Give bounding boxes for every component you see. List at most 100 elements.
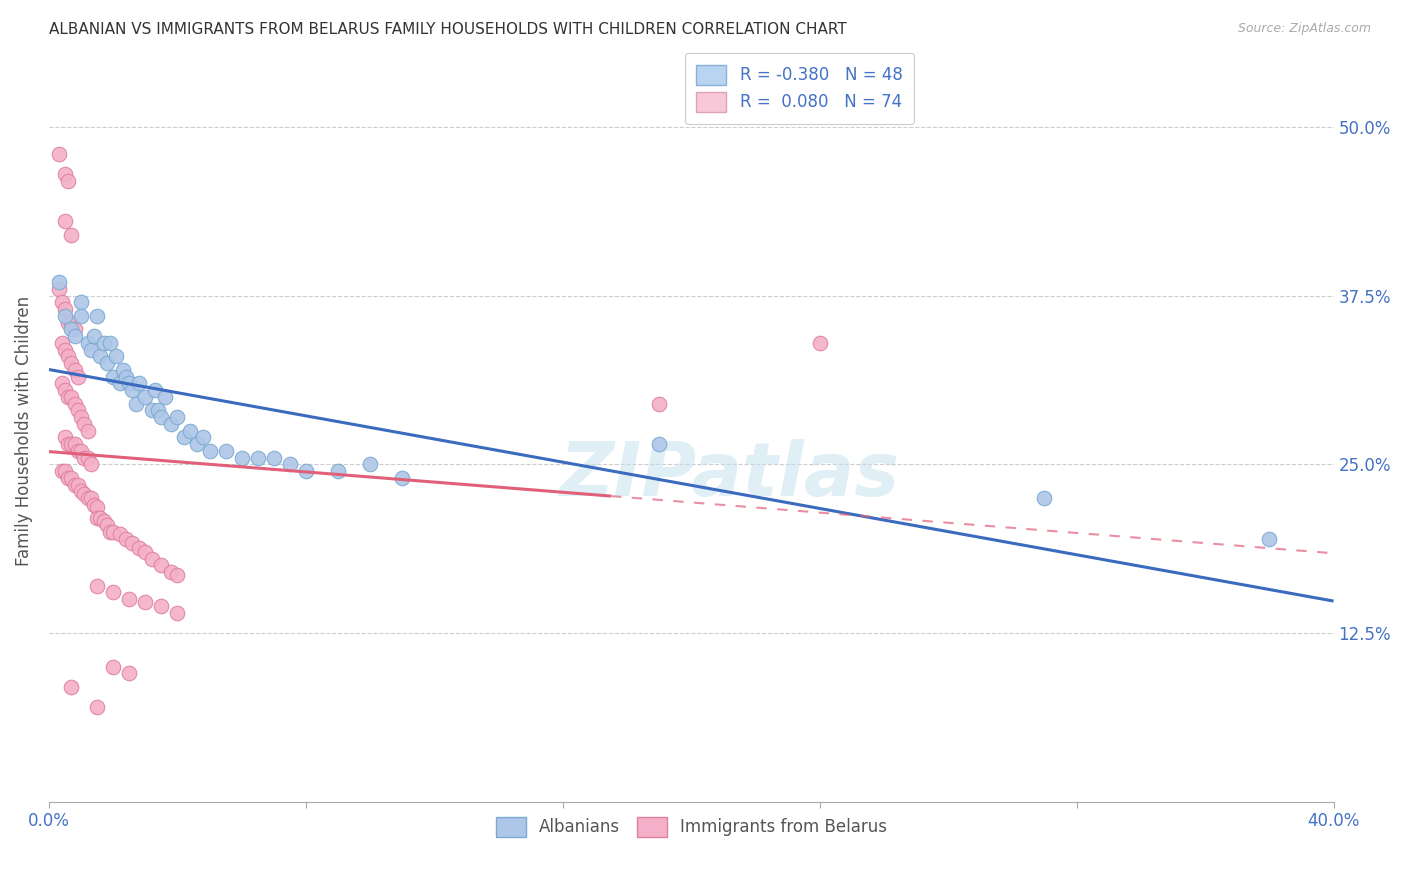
Point	[53, 343, 76, 357]
Point	[58, 437, 80, 451]
Point	[63, 363, 86, 377]
Point	[150, 410, 173, 425]
Point	[70, 443, 93, 458]
Point	[1033, 491, 1056, 505]
Point	[118, 666, 141, 681]
Point	[115, 369, 138, 384]
Point	[76, 424, 98, 438]
Point	[53, 309, 76, 323]
Point	[80, 458, 103, 472]
Point	[60, 390, 83, 404]
Point	[66, 403, 89, 417]
Point	[648, 437, 671, 451]
Point	[51, 335, 73, 350]
Point	[60, 356, 83, 370]
Point	[86, 511, 108, 525]
Point	[121, 383, 143, 397]
Point	[134, 390, 156, 404]
Point	[134, 545, 156, 559]
Point	[134, 595, 156, 609]
Point	[60, 316, 83, 330]
Point	[70, 484, 93, 499]
Point	[60, 471, 83, 485]
Point	[76, 491, 98, 505]
Point	[808, 335, 831, 350]
Point	[146, 403, 169, 417]
Point	[1258, 532, 1281, 546]
Point	[83, 498, 105, 512]
Point	[86, 700, 108, 714]
Point	[103, 585, 125, 599]
Point	[128, 541, 150, 555]
Point	[53, 464, 76, 478]
Point	[60, 680, 83, 694]
Point	[51, 464, 73, 478]
Point	[60, 437, 83, 451]
Point	[66, 477, 89, 491]
Point	[93, 335, 115, 350]
Point	[191, 430, 214, 444]
Point	[63, 477, 86, 491]
Point	[80, 491, 103, 505]
Point	[179, 424, 201, 438]
Point	[98, 335, 121, 350]
Point	[166, 410, 188, 425]
Point	[124, 396, 146, 410]
Point	[53, 383, 76, 397]
Point	[108, 527, 131, 541]
Point	[153, 390, 176, 404]
Point	[98, 524, 121, 539]
Point	[83, 329, 105, 343]
Point	[70, 410, 93, 425]
Point	[58, 390, 80, 404]
Point	[48, 282, 70, 296]
Point	[58, 174, 80, 188]
Text: Source: ZipAtlas.com: Source: ZipAtlas.com	[1237, 22, 1371, 36]
Point	[66, 369, 89, 384]
Point	[359, 458, 381, 472]
Point	[246, 450, 269, 465]
Point	[108, 376, 131, 391]
Point	[53, 302, 76, 317]
Point	[60, 322, 83, 336]
Point	[86, 579, 108, 593]
Point	[115, 532, 138, 546]
Point	[103, 369, 125, 384]
Point	[150, 558, 173, 573]
Point	[118, 592, 141, 607]
Text: ZIPatlas: ZIPatlas	[560, 439, 900, 512]
Point	[60, 227, 83, 242]
Point	[89, 511, 111, 525]
Y-axis label: Family Households with Children: Family Households with Children	[15, 295, 32, 566]
Point	[166, 568, 188, 582]
Point	[58, 471, 80, 485]
Point	[143, 383, 166, 397]
Point	[160, 566, 183, 580]
Point	[105, 350, 128, 364]
Point	[648, 396, 671, 410]
Point	[96, 356, 118, 370]
Point	[141, 403, 163, 417]
Point	[128, 376, 150, 391]
Point	[141, 551, 163, 566]
Point	[86, 500, 108, 515]
Point	[53, 214, 76, 228]
Point	[63, 322, 86, 336]
Point	[173, 430, 195, 444]
Point	[58, 350, 80, 364]
Point	[160, 417, 183, 431]
Point	[326, 464, 349, 478]
Point	[198, 443, 221, 458]
Point	[103, 659, 125, 673]
Point	[48, 147, 70, 161]
Point	[73, 450, 96, 465]
Point	[118, 376, 141, 391]
Point	[76, 450, 98, 465]
Point	[263, 450, 285, 465]
Point	[295, 464, 318, 478]
Point	[63, 329, 86, 343]
Point	[166, 606, 188, 620]
Point	[121, 535, 143, 549]
Point	[86, 309, 108, 323]
Legend: Albanians, Immigrants from Belarus: Albanians, Immigrants from Belarus	[488, 808, 896, 846]
